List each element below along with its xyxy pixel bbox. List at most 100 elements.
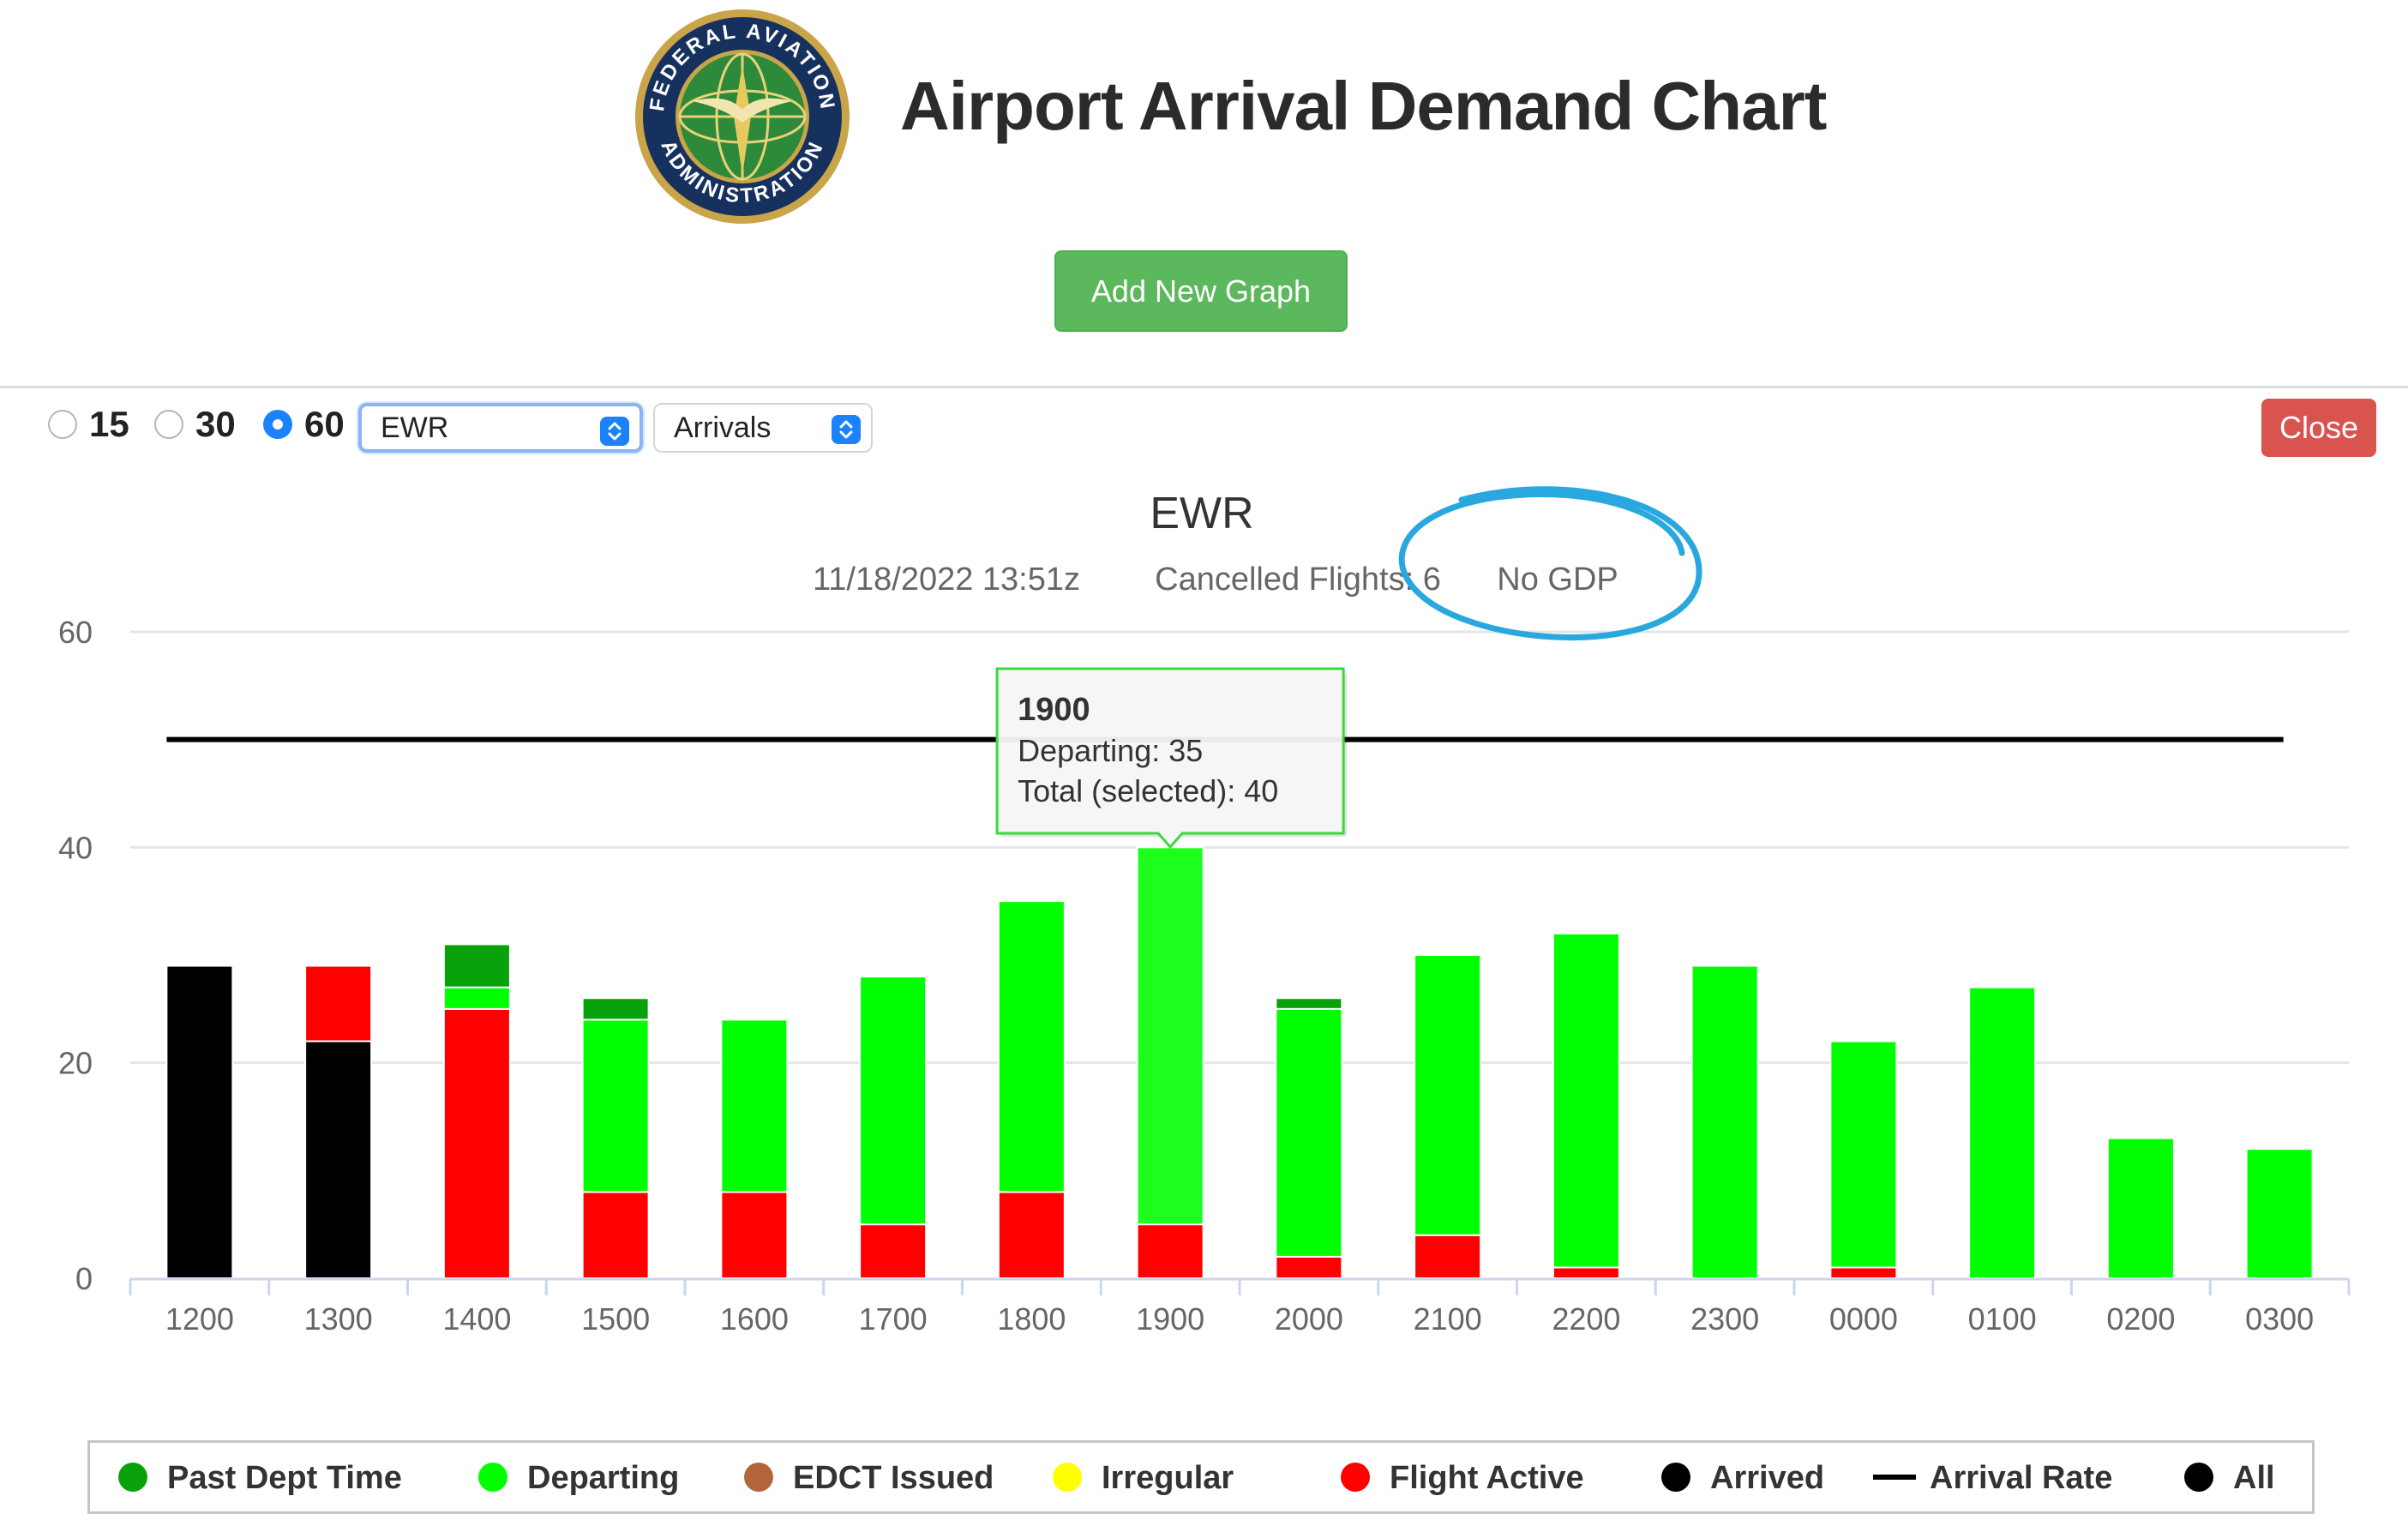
x-tick-label: 1400 (442, 1301, 511, 1337)
legend-marker (478, 1463, 507, 1492)
bar-segment-departing (2106, 1137, 2175, 1280)
bar-segment-past_dept_time (1275, 997, 1343, 1010)
radio-button[interactable] (154, 410, 183, 439)
bar-segment-past_dept_time (581, 997, 650, 1021)
cancelled-flights: Cancelled Flights: 6 (1155, 562, 1441, 598)
x-tick-label: 1800 (997, 1301, 1066, 1337)
airport-select-value: EWR (381, 411, 449, 444)
bar-segment-flight_active (1136, 1223, 1204, 1280)
close-button[interactable]: Close (2261, 399, 2376, 457)
legend-label: All (2233, 1460, 2275, 1496)
bar-segment-departing (1275, 1007, 1343, 1258)
bar-segment-flight_active (1552, 1266, 1620, 1280)
bar-segment-departing (442, 986, 511, 1010)
x-tick-label: 0000 (1829, 1301, 1898, 1337)
bar-segment-past_dept_time (442, 943, 511, 988)
x-tick-label: 1900 (1136, 1301, 1204, 1337)
bar-segment-flight_active (859, 1223, 928, 1280)
airport-select[interactable]: EWR (358, 403, 643, 453)
legend-item[interactable]: Arrived (1661, 1460, 1824, 1496)
y-tick-label: 60 (58, 615, 93, 650)
tooltip-title: 1900 (1018, 692, 1090, 728)
interval-radio-15[interactable]: 15 (48, 403, 129, 446)
interval-radio-60[interactable]: 60 (263, 403, 345, 446)
x-tick-label: 1200 (165, 1301, 234, 1337)
add-new-graph-button[interactable]: Add New Graph (1054, 250, 1348, 332)
interval-radio-30[interactable]: 30 (154, 403, 236, 446)
bar-segment-departing (2245, 1148, 2314, 1280)
legend-item[interactable]: Flight Active (1341, 1460, 1584, 1496)
faa-seal-logo: FEDERAL AVIATION ADMINISTRATION (635, 9, 850, 224)
legend-label: Departing (527, 1460, 679, 1496)
bar-segment-flight_active (581, 1191, 650, 1280)
x-tick-label: 0100 (1968, 1301, 2037, 1337)
legend-label: Arrival Rate (1930, 1460, 2112, 1496)
divider (0, 386, 2408, 388)
y-tick-label: 40 (58, 830, 93, 865)
interval-label-15: 15 (89, 404, 129, 444)
x-tick-label: 2000 (1275, 1301, 1343, 1337)
legend-marker (1053, 1463, 1082, 1492)
bar-segment-flight_active (720, 1191, 789, 1280)
legend-marker (1661, 1463, 1690, 1492)
legend-marker (1341, 1463, 1370, 1492)
legend-item[interactable]: Departing (478, 1460, 679, 1496)
bar-segment-arrived (304, 1040, 373, 1279)
page-title: Airport Arrival Demand Chart (900, 68, 1827, 144)
bar-segment-departing (581, 1018, 650, 1193)
annotation-circle (1398, 486, 1702, 640)
x-tick-label: 1500 (581, 1301, 650, 1337)
bar-segment-departing (1552, 932, 1620, 1269)
legend-item[interactable]: Irregular (1053, 1460, 1234, 1496)
chart-legend: Past Dept Time Departing EDCT Issued Irregu… (87, 1440, 2315, 1514)
legend-marker (744, 1463, 773, 1492)
select-chevron-icon (600, 417, 629, 446)
type-select[interactable]: Arrivals (653, 403, 873, 453)
demand-chart: EWR 11/18/2022 13:51z Cancelled Flights:… (58, 486, 2351, 1337)
x-tick-label: 1600 (720, 1301, 789, 1337)
tooltip-box (995, 667, 1345, 850)
chart-title: EWR (1150, 489, 1253, 538)
select-chevron-icon (832, 415, 861, 444)
x-tick-label: 0300 (2245, 1301, 2314, 1337)
legend-label: Irregular (1102, 1460, 1234, 1496)
legend-label: EDCT Issued (793, 1460, 994, 1496)
x-tick-label: 2300 (1690, 1301, 1759, 1337)
legend-item[interactable]: Past Dept Time (118, 1460, 402, 1496)
bar-segment-departing (997, 900, 1066, 1193)
bar-segment-flight_active (1829, 1266, 1898, 1280)
interval-label-30: 30 (195, 404, 236, 444)
y-tick-label: 0 (75, 1261, 93, 1296)
x-tick-label: 0200 (2106, 1301, 2175, 1337)
chart-timestamp: 11/18/2022 13:51z (813, 562, 1080, 598)
legend-marker (2184, 1463, 2213, 1492)
bar-segment-departing (1414, 954, 1482, 1236)
legend-item[interactable]: All (2184, 1460, 2275, 1496)
legend-item[interactable]: EDCT Issued (744, 1460, 994, 1496)
y-tick-label: 20 (58, 1046, 93, 1081)
legend-label: Arrived (1710, 1460, 1824, 1496)
interval-label-60: 60 (304, 404, 345, 444)
gdp-status: No GDP (1497, 562, 1618, 598)
bar-segment-departing (1690, 964, 1759, 1279)
bar-segment-flight_active (1275, 1255, 1343, 1279)
type-select-value: Arrivals (674, 411, 772, 444)
x-tick-label: 2200 (1552, 1301, 1620, 1337)
radio-button[interactable] (48, 410, 77, 439)
bar-segment-flight_active (442, 1007, 511, 1279)
bar-segment-departing (720, 1018, 789, 1193)
legend-label: Flight Active (1390, 1460, 1584, 1496)
bar-segment-flight_active (1414, 1234, 1482, 1280)
x-tick-label: 2100 (1414, 1301, 1482, 1337)
bar-segment-flight_active (997, 1191, 1066, 1280)
bar-segment-departing (1968, 986, 2037, 1279)
radio-button-checked[interactable] (263, 410, 292, 439)
x-tick-label: 1300 (304, 1301, 373, 1337)
legend-marker (118, 1463, 147, 1492)
bar-segment-departing (1829, 1040, 1898, 1269)
bar-segment-arrived (165, 964, 234, 1279)
x-tick-label: 1700 (859, 1301, 928, 1337)
tooltip-departing: Departing: 35 (1018, 733, 1203, 768)
bar-segment-departing (1136, 846, 1204, 1226)
legend-item[interactable]: Arrival Rate (1873, 1460, 2112, 1496)
